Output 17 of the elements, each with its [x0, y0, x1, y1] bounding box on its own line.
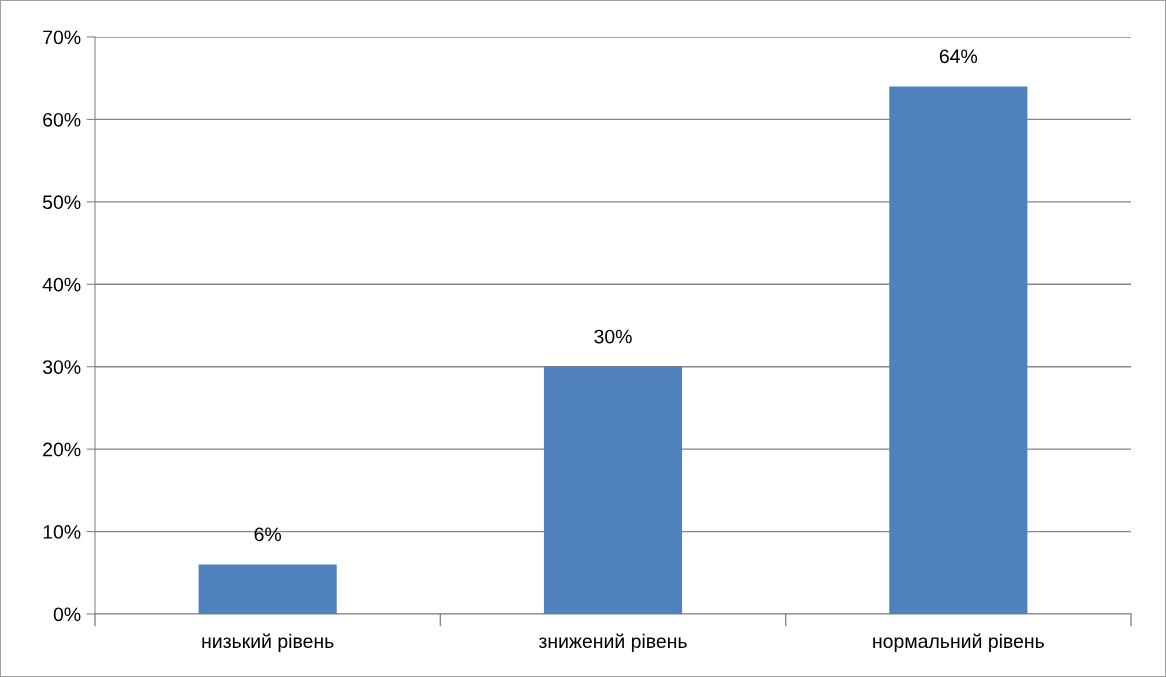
bar: [889, 86, 1028, 614]
y-tick-label: 10%: [43, 525, 81, 539]
y-tick-label: 30%: [42, 360, 81, 374]
y-tick-label: 70%: [43, 30, 81, 45]
y-tick-label: 40%: [42, 277, 81, 292]
y-tick-label: 20%: [43, 442, 81, 457]
data-label: 6%: [254, 527, 282, 542]
x-tick-label: нормальний рівень: [873, 633, 1044, 652]
y-tick-label: 60%: [43, 112, 81, 127]
x-tick-label: знижений рівень: [538, 633, 687, 652]
bar: [543, 366, 683, 614]
x-tick-label: низький рівень: [202, 633, 334, 652]
y-tick-label: 0%: [53, 607, 81, 622]
data-label: 30%: [594, 329, 632, 344]
bar: [198, 564, 337, 614]
y-tick-label: 50%: [42, 195, 81, 210]
data-label: 64%: [939, 49, 978, 64]
